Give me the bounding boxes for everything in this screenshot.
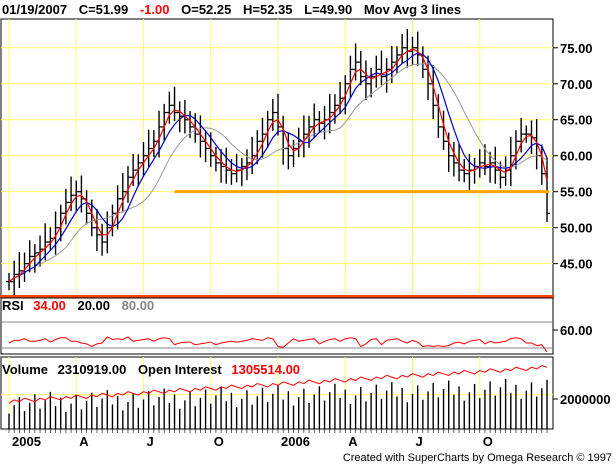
rsi-header: RSI 34.00 20.00 80.00 <box>2 298 154 313</box>
rsi-value: 34.00 <box>33 298 66 313</box>
header-low: L=49.90 <box>304 2 352 17</box>
volume-header: Volume 2310919.00 Open Interest 1305514.… <box>2 362 300 377</box>
price-tick-label: 70.00 <box>560 77 593 92</box>
time-axis-label: 2006 <box>281 434 310 449</box>
time-axis-label: O <box>214 434 224 449</box>
time-axis-label: J <box>147 434 154 449</box>
chart-header: 01/19/2007 C=51.99 -1.00 O=52.25 H=52.35… <box>2 2 461 17</box>
header-study: Mov Avg 3 lines <box>364 2 461 17</box>
price-panel: 75.00 70.00 65.00 60.00 55.00 50.00 45.00 <box>0 18 593 298</box>
moving-average-short <box>8 48 548 283</box>
open-interest-label: Open Interest <box>138 362 222 377</box>
header-change: -1.00 <box>140 2 170 17</box>
volume-axis-tick: 2000000 <box>560 392 611 407</box>
rsi-panel: RSI 34.00 20.00 80.00 60.00 <box>0 297 593 355</box>
time-axis-label: O <box>483 434 493 449</box>
header-close: C=51.99 <box>79 2 129 17</box>
price-tick-label: 60.00 <box>560 149 593 164</box>
open-interest-value: 1305514.00 <box>231 362 300 377</box>
rsi-axis-tick: 60.00 <box>560 323 593 338</box>
time-axis-label: 2005 <box>12 434 41 449</box>
header-open: O=52.25 <box>181 2 231 17</box>
volume-label: Volume <box>2 362 48 377</box>
time-axis-label: A <box>79 434 89 449</box>
price-tick-label: 45.00 <box>560 257 593 272</box>
volume-value: 2310919.00 <box>58 362 127 377</box>
rsi-lower-value: 20.00 <box>77 298 110 313</box>
time-axis-label: J <box>416 434 423 449</box>
volume-panel: Volume 2310919.00 Open Interest 1305514.… <box>0 356 611 430</box>
rsi-line <box>8 336 548 353</box>
panel-divider <box>0 295 554 298</box>
moving-average-mid <box>8 52 548 283</box>
rsi-label: RSI <box>2 298 24 313</box>
price-tick-label: 75.00 <box>560 41 593 56</box>
price-tick-label: 50.00 <box>560 221 593 236</box>
credit-text: Created with SuperCharts by Omega Resear… <box>343 452 612 464</box>
time-axis-label: A <box>348 434 358 449</box>
volume-bars <box>8 378 548 429</box>
header-date: 01/19/2007 <box>2 2 67 17</box>
rsi-upper-value: 80.00 <box>122 298 155 313</box>
header-high: H=52.35 <box>243 2 293 17</box>
price-axis-ticks: 75.00 70.00 65.00 60.00 55.00 50.00 45.00 <box>553 41 593 272</box>
moving-average-long <box>8 63 548 283</box>
time-axis: 2005 A J O 2006 A J O <box>1 428 553 449</box>
price-tick-label: 65.00 <box>560 113 593 128</box>
price-tick-label: 55.00 <box>560 185 593 200</box>
open-interest-line <box>8 364 548 404</box>
